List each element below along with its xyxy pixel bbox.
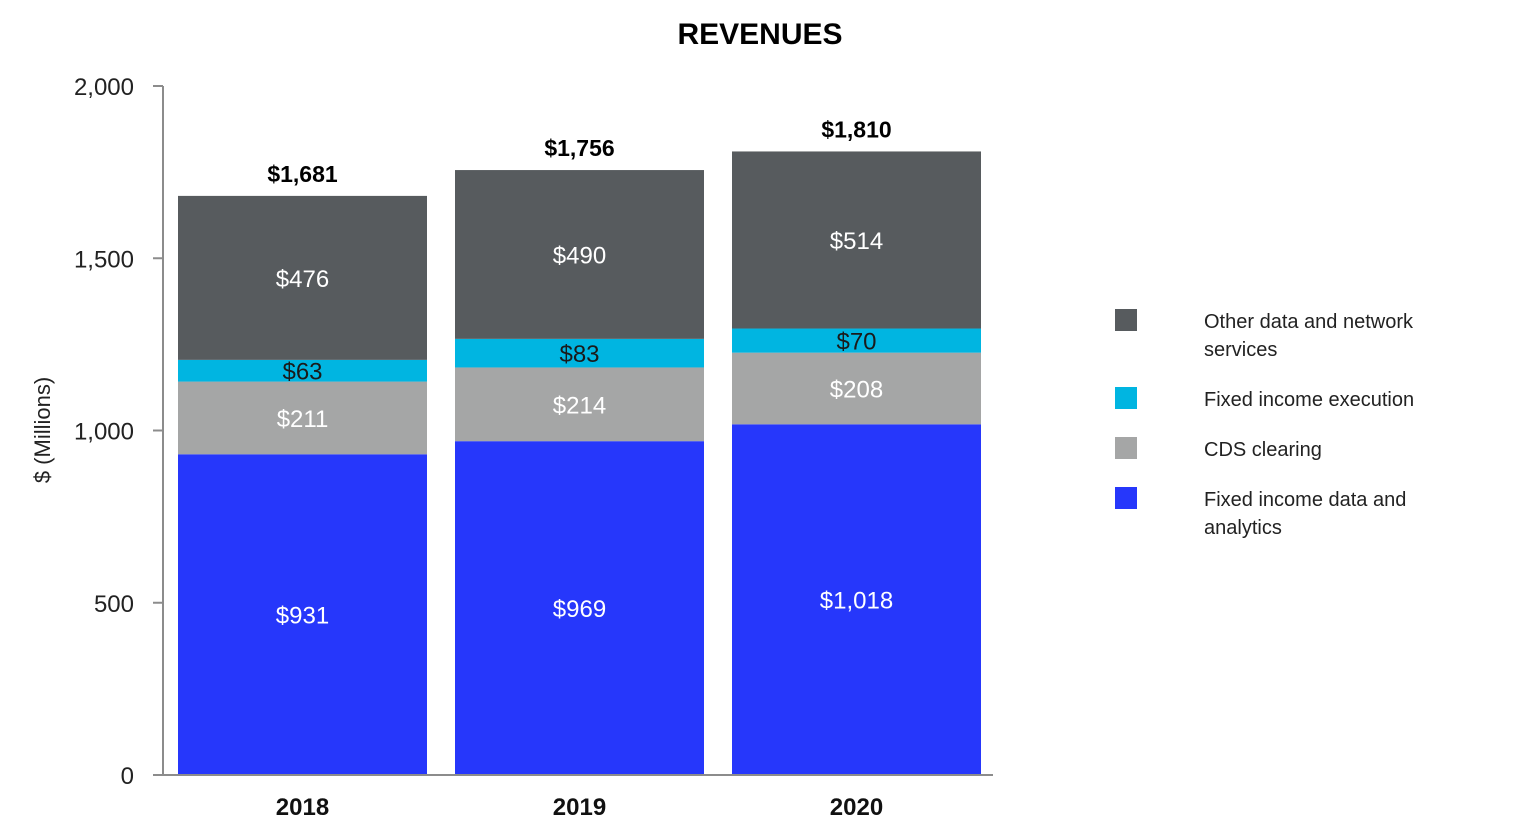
total-label: $1,810 — [821, 116, 891, 142]
bar-segment — [732, 424, 981, 775]
x-tick-label: 2019 — [553, 794, 606, 821]
bar-segment — [178, 381, 427, 455]
total-label: $1,756 — [544, 135, 614, 161]
axes-layer: 0 500 1,000 1,500 2,000 — [74, 74, 993, 790]
legend-swatch — [1115, 387, 1137, 409]
data-label: $1,018 — [820, 588, 893, 615]
bar-segment — [732, 352, 981, 425]
data-label: $969 — [553, 596, 606, 623]
total-label: $1,681 — [267, 161, 338, 187]
legend-label: CDS clearing — [1204, 439, 1322, 461]
data-label: $70 — [836, 329, 876, 356]
data-label: $490 — [553, 242, 606, 269]
y-tick-label: 2,000 — [74, 74, 134, 101]
y-tick-label: 500 — [94, 591, 134, 618]
bar-segment — [455, 367, 704, 442]
bars-layer — [178, 151, 981, 775]
legend-swatch — [1115, 309, 1137, 331]
data-label: $83 — [559, 341, 599, 368]
data-label: $476 — [276, 266, 329, 293]
y-tick-label: 1,000 — [74, 419, 134, 446]
legend-label: analytics — [1204, 517, 1282, 539]
x-tick-label: 2018 — [276, 794, 329, 821]
data-label: $208 — [830, 376, 883, 403]
bar-segment — [455, 338, 704, 368]
data-label: $214 — [553, 392, 606, 419]
bar-segment — [732, 328, 981, 353]
bar-segment — [178, 454, 427, 775]
legend-swatch — [1115, 437, 1137, 459]
bar-segment — [732, 151, 981, 329]
y-axis-title: $ (Millions) — [30, 377, 55, 483]
x-tick-label: 2020 — [830, 794, 883, 821]
legend-label: services — [1204, 339, 1277, 361]
chart-title: REVENUES — [677, 18, 842, 51]
y-tick-label: 0 — [121, 763, 134, 790]
data-label: $211 — [277, 406, 329, 433]
bar-segment — [178, 195, 427, 360]
legend: Other data and network services Fixed inco… — [1115, 309, 1414, 539]
legend-label: Other data and network — [1204, 311, 1414, 333]
bar-segment — [455, 170, 704, 339]
y-tick-label: 1,500 — [74, 246, 134, 273]
data-label: $63 — [282, 359, 322, 386]
bar-segment — [455, 441, 704, 775]
legend-label: Fixed income execution — [1204, 389, 1414, 411]
labels-layer: $931 $211 $63 $476 $1,681 2018 $969 $214 $83 $490… — [267, 116, 893, 821]
legend-label: Fixed income data and — [1204, 489, 1406, 511]
legend-swatch — [1115, 487, 1137, 509]
data-label: $514 — [830, 228, 883, 255]
bar-segment — [178, 359, 427, 382]
data-label: $931 — [276, 603, 329, 630]
